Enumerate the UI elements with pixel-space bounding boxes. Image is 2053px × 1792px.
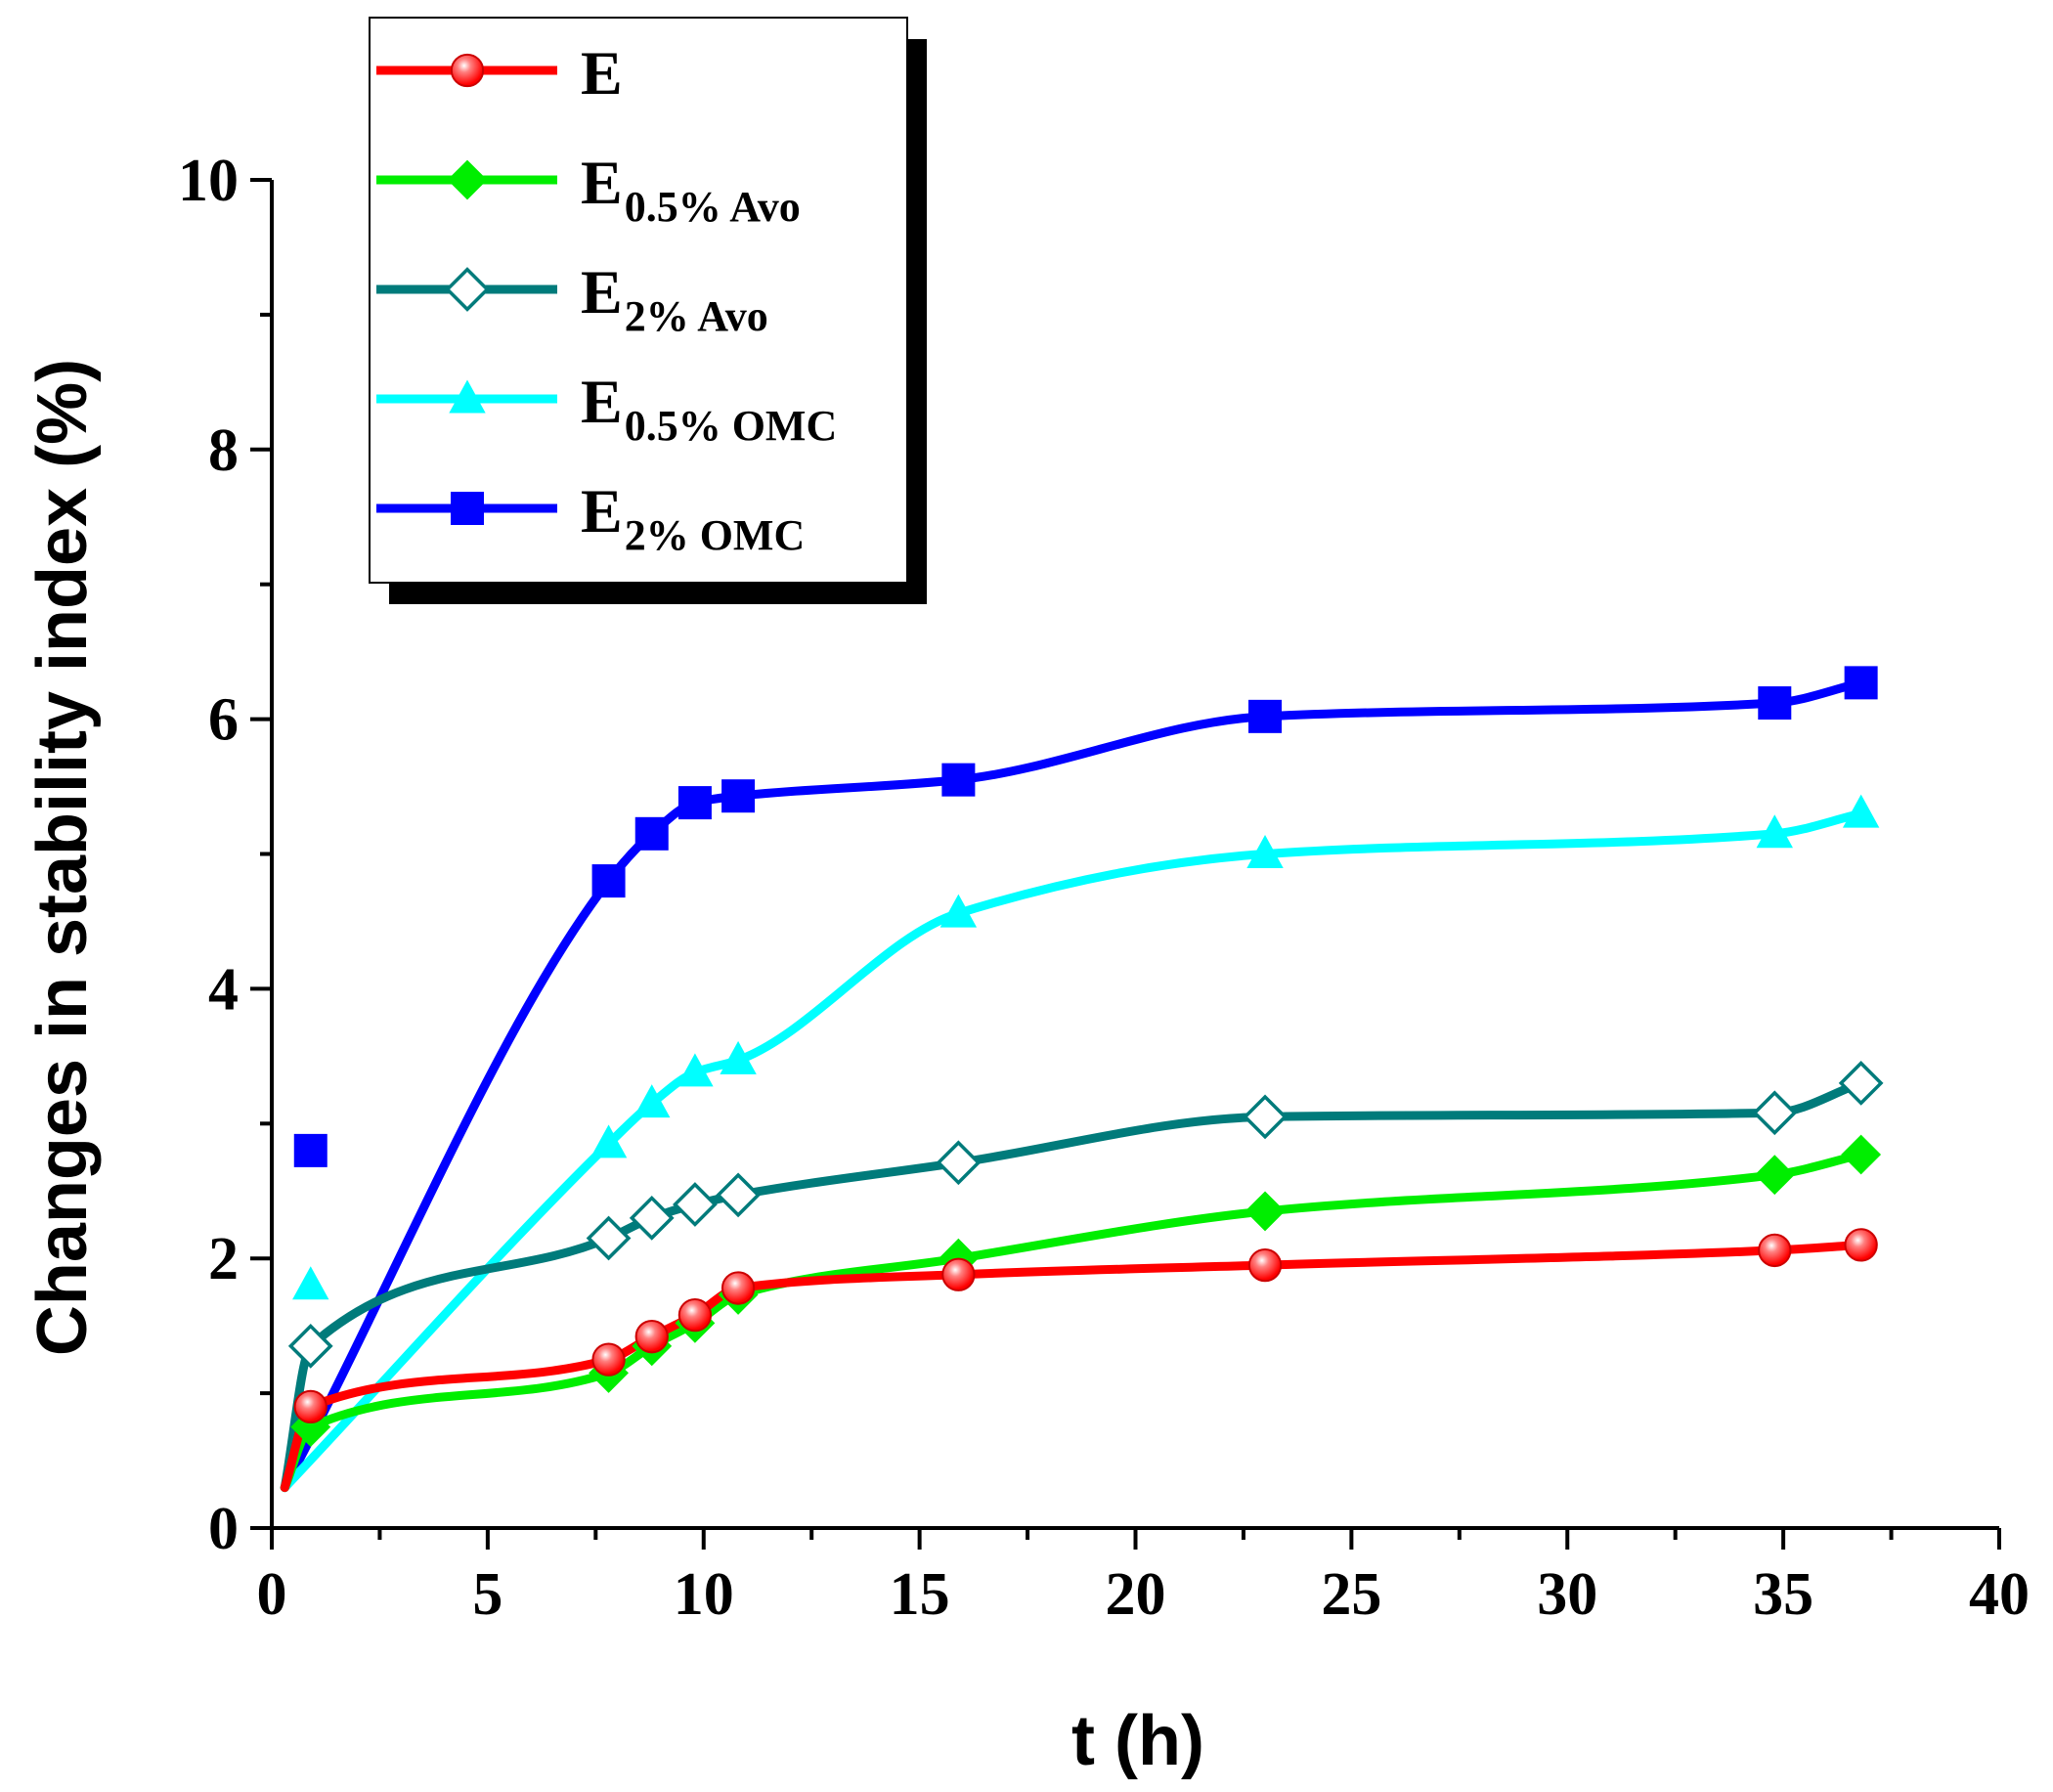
data-point-0 [721, 1271, 756, 1305]
axes: 0 2 4 6 8 10 0 5 10 15 20 25 30 35 40 [178, 148, 2030, 1628]
legend-label-subscript: 0.5% OMC [625, 402, 838, 450]
data-point-3 [633, 1084, 671, 1118]
data-point-0 [677, 1297, 713, 1333]
data-point-2 [716, 1172, 761, 1218]
x-tick-label: 20 [1106, 1561, 1166, 1628]
y-axis-title: Changes in stability index (%) [23, 359, 102, 1356]
data-point-4 [1248, 699, 1283, 733]
data-point-4 [293, 1133, 328, 1167]
legend-label-3: E0.5% OMC [581, 367, 837, 450]
data-point-4 [941, 763, 976, 797]
legend-label-base: E [581, 38, 623, 108]
x-tick-label: 40 [1969, 1561, 2030, 1628]
data-point-4 [677, 786, 712, 820]
legend-label-0: E [581, 38, 623, 108]
legend-label-subscript: 2% Avo [625, 292, 768, 340]
x-axis-title: t (h) [1071, 1702, 1204, 1780]
data-point-4 [721, 779, 756, 813]
data-point-0 [591, 1342, 626, 1377]
data-point-4 [1758, 686, 1792, 721]
y-tick-label: 6 [208, 687, 239, 754]
y-tick-label: 8 [208, 417, 239, 484]
x-tick-label: 35 [1753, 1561, 1813, 1628]
data-point-1 [1841, 1134, 1882, 1175]
data-point-2 [936, 1140, 982, 1186]
data-point-3 [1842, 794, 1880, 828]
series-line-0 [280, 1240, 1866, 1493]
series-curves [280, 677, 1866, 1493]
data-point-0 [634, 1320, 669, 1354]
x-tick-label: 30 [1537, 1561, 1597, 1628]
x-tick-label: 10 [674, 1561, 734, 1628]
data-point-2 [1243, 1094, 1288, 1140]
y-tick-label: 0 [208, 1496, 239, 1562]
legend-marker-3 [449, 379, 486, 414]
legend-label-base: E [581, 476, 623, 546]
data-point-2 [586, 1215, 632, 1261]
x-tick-label: 5 [472, 1561, 502, 1628]
data-point-3 [1246, 834, 1284, 868]
series-line-2 [280, 1078, 1866, 1493]
x-tick-label: 25 [1321, 1561, 1381, 1628]
data-point-3 [590, 1124, 628, 1158]
legend-label-base: E [581, 367, 623, 436]
data-point-0 [293, 1389, 328, 1424]
legend-label-4: E2% OMC [581, 476, 805, 559]
data-point-1 [290, 1407, 331, 1447]
data-point-3 [1756, 814, 1793, 849]
legend-marker-0 [450, 53, 485, 88]
data-point-2 [287, 1323, 333, 1369]
data-point-4 [591, 864, 626, 898]
y-tick-label: 4 [208, 956, 239, 1023]
series-markers [287, 666, 1884, 1447]
data-point-2 [629, 1195, 675, 1241]
legend-marker-1 [447, 159, 488, 200]
legend-label-subscript: 2% OMC [625, 511, 806, 559]
y-tick-label: 10 [178, 148, 239, 214]
data-point-0 [941, 1257, 976, 1291]
legend-marker-2 [445, 267, 490, 312]
series-line-1 [280, 1150, 1866, 1493]
data-point-4 [634, 816, 669, 851]
legend-label-subscript: 0.5% Avo [625, 183, 801, 231]
data-point-2 [673, 1182, 718, 1227]
legend-label-2: E2% Avo [581, 257, 768, 340]
series-line-3 [280, 809, 1866, 1493]
data-point-3 [720, 1040, 757, 1074]
legend-marker-4 [451, 492, 484, 525]
data-point-3 [292, 1266, 329, 1300]
data-point-4 [1844, 666, 1878, 700]
series-line-4 [280, 677, 1866, 1493]
legend-label-base: E [581, 148, 623, 217]
x-tick-label: 15 [890, 1561, 950, 1628]
legend-label-base: E [581, 257, 623, 327]
y-tick-label: 2 [208, 1226, 239, 1292]
data-point-3 [677, 1053, 714, 1087]
data-point-0 [1758, 1233, 1792, 1268]
data-point-0 [1844, 1228, 1878, 1262]
legend-label-1: E0.5% Avo [581, 148, 801, 231]
data-point-2 [1838, 1061, 1884, 1106]
data-point-3 [939, 894, 978, 928]
data-point-1 [1754, 1155, 1795, 1196]
data-point-1 [1245, 1191, 1286, 1232]
data-point-0 [1247, 1247, 1283, 1283]
x-tick-label: 0 [257, 1561, 287, 1628]
data-point-2 [1752, 1090, 1798, 1136]
